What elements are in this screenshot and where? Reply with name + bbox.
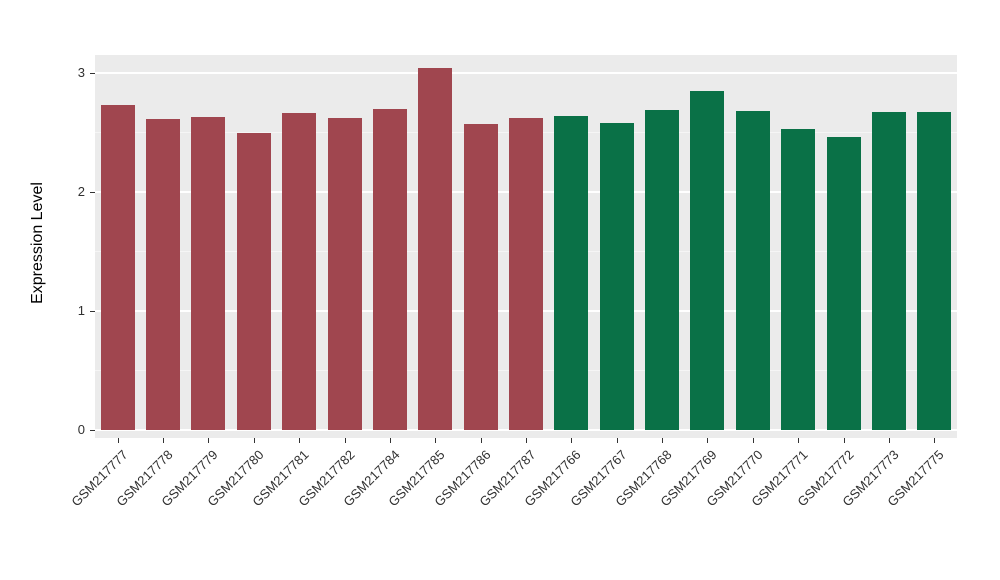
y-axis-tick-label: 2	[77, 184, 85, 199]
bar-GSM217787	[509, 118, 543, 430]
x-axis-tick	[253, 438, 255, 443]
bar-GSM217781	[282, 113, 317, 430]
x-axis-tick	[435, 438, 437, 443]
bar-GSM217772	[826, 137, 861, 430]
bar-GSM217782	[327, 118, 362, 430]
bar-GSM217766	[554, 115, 589, 430]
x-axis-tick	[571, 438, 573, 443]
x-axis-tick	[117, 438, 119, 443]
y-axis-tick	[90, 72, 95, 74]
x-axis-tick	[843, 438, 845, 443]
bar-GSM217779	[191, 117, 226, 430]
x-axis-tick	[344, 438, 346, 443]
x-axis-tick	[934, 438, 936, 443]
x-axis-tick	[707, 438, 709, 443]
bar-GSM217768	[645, 109, 680, 430]
bar-GSM217778	[146, 119, 181, 430]
bar-GSM217767	[599, 122, 634, 430]
x-axis-tick	[526, 438, 527, 443]
x-axis-tick	[208, 438, 210, 443]
bar-GSM217777	[100, 105, 135, 430]
x-axis-tick	[299, 438, 301, 443]
x-axis-tick	[798, 438, 800, 443]
x-axis-tick	[163, 438, 165, 443]
x-axis-tick	[752, 438, 754, 443]
y-axis-title: Expression Level	[29, 182, 46, 304]
bar-GSM217786	[463, 124, 498, 430]
bar-GSM217771	[781, 128, 816, 430]
bar-GSM217770	[735, 111, 770, 430]
y-axis-tick-label: 3	[77, 65, 85, 80]
x-axis-tick	[480, 438, 482, 443]
bar-GSM217769	[690, 90, 725, 430]
y-axis-tick-label: 1	[77, 303, 85, 318]
x-axis-tick	[389, 438, 391, 443]
y-axis-tick	[90, 191, 95, 193]
bar-GSM217773	[871, 112, 906, 430]
grid-major-line	[95, 429, 957, 431]
bar-GSM217785	[418, 68, 453, 430]
y-axis-tick	[90, 429, 95, 431]
y-axis-tick	[90, 310, 95, 312]
y-axis-tick-label: 0	[77, 422, 85, 437]
grid-major-line	[95, 72, 957, 74]
x-axis-tick	[662, 438, 664, 443]
x-axis-tick	[616, 438, 618, 443]
bar-GSM217775	[917, 112, 952, 430]
x-axis-tick	[888, 438, 890, 443]
bar-GSM217780	[236, 132, 271, 430]
bar-GSM217784	[372, 108, 407, 430]
